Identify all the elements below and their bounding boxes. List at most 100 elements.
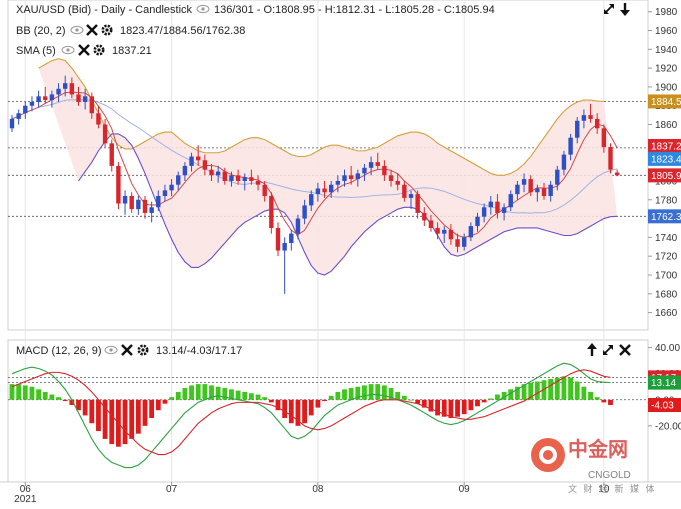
macd-histogram-bar: [388, 388, 394, 400]
candle-body: [249, 177, 254, 181]
macd-histogram-bar: [62, 399, 68, 402]
macd-histogram-bar: [155, 399, 161, 411]
tag-macd-line-box: [648, 375, 681, 390]
sma-line: [11, 91, 618, 238]
macd-expand-icon[interactable]: [603, 345, 613, 355]
x-tick-label: 10: [598, 484, 610, 495]
macd-label: MACD (12, 26, 9): [16, 345, 102, 357]
candle-body: [142, 199, 148, 213]
macd-histogram-bar: [475, 399, 480, 407]
candle-body: [408, 194, 414, 198]
macd-histogram-bar: [295, 399, 301, 426]
move-up-icon[interactable]: [587, 343, 597, 356]
candle-body: [235, 175, 241, 181]
price-tick-label: 1660: [655, 308, 678, 319]
candle-body: [575, 120, 580, 138]
candle-body: [122, 196, 128, 204]
bb-eye-icon[interactable]: [70, 25, 84, 35]
ohlc-readout: 136/301 - O:1808.95 - H:1812.31 - L:1805…: [214, 4, 495, 16]
macd-histogram-bar: [581, 386, 587, 400]
macd-histogram-bar: [548, 378, 554, 400]
candle-body: [96, 113, 101, 125]
candle-body: [588, 115, 593, 119]
macd-histogram-bar: [302, 399, 307, 424]
sma-eye-icon[interactable]: [61, 45, 75, 55]
macd-histogram-bar: [135, 399, 141, 434]
candle-body: [262, 184, 267, 196]
candle-body: [515, 184, 520, 195]
bb-lower-line: [78, 133, 618, 276]
macd-histogram-bar: [428, 399, 434, 412]
candle-body: [601, 128, 607, 148]
candle-body: [209, 169, 214, 176]
macd-histogram-bar: [355, 386, 361, 400]
candle-body: [495, 201, 500, 213]
expand-icon[interactable]: [604, 4, 614, 14]
macd-histogram-bar: [468, 399, 474, 411]
macd-close-panel-icon[interactable]: [619, 344, 631, 356]
price-tick-label: 1960: [655, 26, 678, 37]
candle-body: [242, 177, 247, 181]
macd-close-icon[interactable]: [121, 344, 133, 356]
candle-body: [189, 156, 194, 166]
candle-body: [29, 101, 35, 106]
macd-histogram-bar: [534, 381, 540, 400]
macd-histogram-bar: [455, 399, 460, 417]
price-tick-label: 1980: [655, 7, 678, 18]
macd-histogram-bar: [255, 394, 261, 400]
sma-close-icon[interactable]: [78, 44, 90, 56]
tag-bb-mid-box: [648, 151, 681, 166]
macd-histogram-bar: [102, 399, 108, 439]
candle-body: [315, 188, 321, 195]
macd-histogram-bar: [461, 399, 467, 415]
macd-histogram-bar: [554, 377, 560, 400]
macd-line: [11, 362, 611, 469]
tag-macd-line: 13.14: [651, 378, 676, 389]
candle-body: [215, 171, 221, 176]
macd-histogram-bar: [229, 389, 234, 400]
candle-body: [402, 184, 407, 198]
macd-histogram-bar: [76, 399, 81, 411]
macd-histogram-bar: [601, 399, 607, 403]
candle-body: [581, 115, 587, 121]
candle-body: [16, 113, 21, 119]
candle-body: [255, 180, 261, 185]
move-down-icon[interactable]: [620, 3, 630, 16]
candle-body: [302, 205, 307, 219]
macd-histogram-bar: [288, 399, 294, 424]
candle-body: [335, 180, 341, 185]
tag-close: 1805.94: [651, 171, 681, 182]
candle-body: [521, 179, 527, 185]
candle-body: [322, 188, 327, 193]
candle-body: [535, 188, 540, 193]
candle-body: [435, 227, 440, 234]
candle-body: [176, 175, 181, 185]
candle-body: [9, 118, 15, 129]
symbol-title: XAU/USD (Bid) - Daily - Candlestick: [16, 4, 193, 16]
x-tick-label: 07: [166, 484, 178, 495]
candle-body: [43, 96, 48, 101]
macd-histogram-bar: [594, 397, 600, 400]
macd-histogram-bar: [488, 398, 494, 400]
macd-histogram-bar: [89, 399, 95, 424]
tag-bb-upper: 1884.56: [651, 97, 681, 108]
macd-histogram-bar: [282, 399, 288, 419]
sma-gear-icon[interactable]: [93, 44, 105, 56]
tag-macd-hist: -4.03: [651, 401, 674, 412]
bb-gear-icon[interactable]: [101, 24, 113, 36]
bb-close-icon[interactable]: [86, 24, 98, 36]
macd-histogram-bar: [382, 385, 387, 400]
macd-gear-icon[interactable]: [137, 344, 149, 356]
price-tick-label: 1700: [655, 270, 678, 281]
macd-eye-icon[interactable]: [104, 345, 118, 355]
macd-histogram-bar: [69, 399, 75, 405]
eye-icon[interactable]: [196, 4, 210, 14]
tag-sma-box: [648, 138, 681, 153]
tag-bb-upper-box: [648, 94, 681, 109]
bb-label: BB (20, 2): [16, 25, 66, 37]
macd-histogram-bar: [122, 399, 128, 445]
macd-histogram-bar: [348, 388, 354, 400]
macd-histogram-bar: [235, 390, 241, 400]
candle-body: [156, 196, 161, 208]
